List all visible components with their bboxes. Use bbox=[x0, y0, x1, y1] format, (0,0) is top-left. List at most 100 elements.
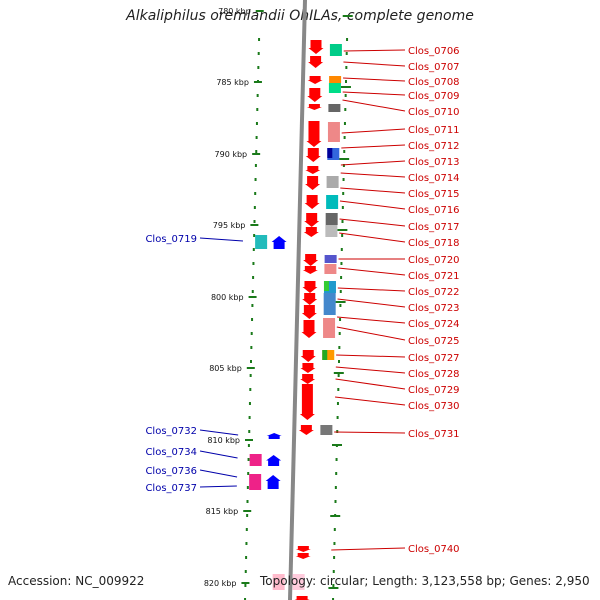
outer-dot bbox=[341, 206, 344, 209]
forward-leader-line bbox=[342, 99, 406, 112]
forward-gene-label: Clos_0715 bbox=[408, 189, 460, 200]
reverse-gene-arrow bbox=[266, 433, 282, 439]
forward-leader-line bbox=[338, 267, 406, 276]
tick-label: 780 kbp bbox=[218, 7, 251, 16]
outer-dot bbox=[339, 318, 342, 321]
tick-label: 795 kbp bbox=[213, 221, 246, 230]
annotation-box bbox=[325, 225, 338, 237]
forward-leader-line bbox=[341, 128, 406, 134]
outer-dot bbox=[343, 150, 346, 153]
forward-gene-label: Clos_0713 bbox=[408, 157, 460, 168]
annotation-box bbox=[323, 293, 336, 315]
kbp-ticks: 780 kbp 785 kbp 790 kbp 795 kbp 800 kbp 805 k… bbox=[204, 7, 353, 589]
reverse-annotation-box bbox=[255, 235, 268, 249]
annotation-box bbox=[329, 44, 342, 56]
inner-dot bbox=[256, 94, 259, 97]
annotation-box bbox=[326, 195, 339, 209]
inner-dot bbox=[252, 262, 255, 265]
annotation-patch bbox=[323, 281, 329, 291]
outer-dot bbox=[340, 262, 343, 265]
genome-backbone bbox=[288, 0, 307, 600]
outer-dot bbox=[336, 416, 339, 419]
inner-dot bbox=[253, 234, 256, 237]
forward-gene-arrow bbox=[300, 363, 316, 373]
forward-leader-line bbox=[339, 200, 406, 210]
outer-dot bbox=[342, 164, 345, 167]
inner-dot bbox=[247, 472, 250, 475]
forward-gene-label: Clos_0710 bbox=[408, 107, 460, 118]
inner-dot bbox=[244, 584, 247, 587]
forward-leader-line bbox=[337, 298, 406, 308]
inner-dot bbox=[251, 290, 254, 293]
forward-gene-arrow bbox=[304, 195, 320, 209]
forward-gene-arrow bbox=[306, 121, 322, 147]
tick-label: 800 kbp bbox=[211, 293, 244, 302]
outer-dot bbox=[340, 248, 343, 251]
forward-gene-arrow bbox=[302, 266, 318, 274]
reverse-leader-line bbox=[199, 450, 238, 459]
outer-dot bbox=[342, 178, 345, 181]
forward-leader-line bbox=[335, 366, 406, 374]
forward-leader-line bbox=[339, 232, 406, 243]
outer-dot bbox=[345, 52, 348, 55]
faint-annotation-box bbox=[272, 574, 285, 590]
forward-gene-label: Clos_0727 bbox=[408, 353, 460, 364]
outer-dot bbox=[339, 290, 342, 293]
inner-dot bbox=[256, 108, 259, 111]
tick-label: 790 kbp bbox=[215, 150, 248, 159]
forward-leader-line bbox=[343, 49, 406, 52]
annotation-box bbox=[323, 318, 336, 338]
inner-dot bbox=[253, 220, 256, 223]
forward-gene-label: Clos_0708 bbox=[408, 77, 460, 88]
outer-dot bbox=[337, 374, 340, 377]
outer-dot bbox=[341, 234, 344, 237]
outer-dot bbox=[333, 556, 336, 559]
annotation-box bbox=[322, 350, 335, 360]
forward-gene-arrow bbox=[307, 76, 323, 84]
outer-dot bbox=[337, 388, 340, 391]
inner-dot bbox=[250, 346, 253, 349]
reverse-gene-arrow bbox=[271, 236, 287, 249]
forward-leader-line bbox=[337, 316, 406, 324]
forward-gene-label: Clos_0722 bbox=[408, 287, 460, 298]
reverse-leader-line bbox=[199, 237, 244, 242]
outer-dot bbox=[340, 276, 343, 279]
outer-dot bbox=[338, 346, 341, 349]
outer-dot bbox=[341, 220, 344, 223]
forward-leader-line bbox=[340, 172, 406, 178]
forward-leader-line bbox=[336, 326, 406, 341]
reverse-leader-line bbox=[199, 485, 237, 488]
annotation-box bbox=[326, 176, 339, 188]
reverse-gene-label: Clos_0737 bbox=[145, 483, 197, 494]
inner-dot bbox=[244, 570, 247, 573]
forward-gene-arrow bbox=[303, 254, 319, 266]
inner-dot bbox=[251, 318, 254, 321]
inner-dot bbox=[245, 542, 248, 545]
inner-dot bbox=[255, 122, 258, 125]
forward-gene-arrow bbox=[300, 350, 316, 362]
forward-gene-label: Clos_0716 bbox=[408, 205, 460, 216]
outer-dot bbox=[333, 542, 336, 545]
reverse-annotation-box bbox=[249, 474, 262, 490]
inner-dot bbox=[248, 430, 251, 433]
reverse-gene-arrow bbox=[266, 455, 282, 466]
forward-gene-arrow bbox=[302, 293, 318, 305]
forward-gene-arrow bbox=[308, 40, 324, 54]
forward-gene-label: Clos_0717 bbox=[408, 222, 460, 233]
tick-label: 810 kbp bbox=[207, 436, 240, 445]
forward-gene-arrow bbox=[308, 56, 324, 68]
inner-dot bbox=[245, 556, 248, 559]
forward-gene-label: Clos_0714 bbox=[408, 173, 460, 184]
outer-dot bbox=[333, 528, 336, 531]
outer-dot bbox=[338, 332, 341, 335]
forward-leader-line bbox=[331, 547, 406, 551]
reverse-gene-label: Clos_0736 bbox=[145, 466, 197, 477]
annotation-box bbox=[320, 425, 333, 435]
inner-dot bbox=[246, 486, 249, 489]
forward-leader-line bbox=[337, 287, 406, 292]
gene-labels: Clos_0706 Clos_0707 Clos_0708 Clos_0709 Clos… bbox=[145, 46, 459, 555]
forward-gene-label: Clos_0731 bbox=[408, 429, 460, 440]
forward-gene-label: Clos_0709 bbox=[408, 91, 460, 102]
annotation-box bbox=[329, 76, 342, 83]
